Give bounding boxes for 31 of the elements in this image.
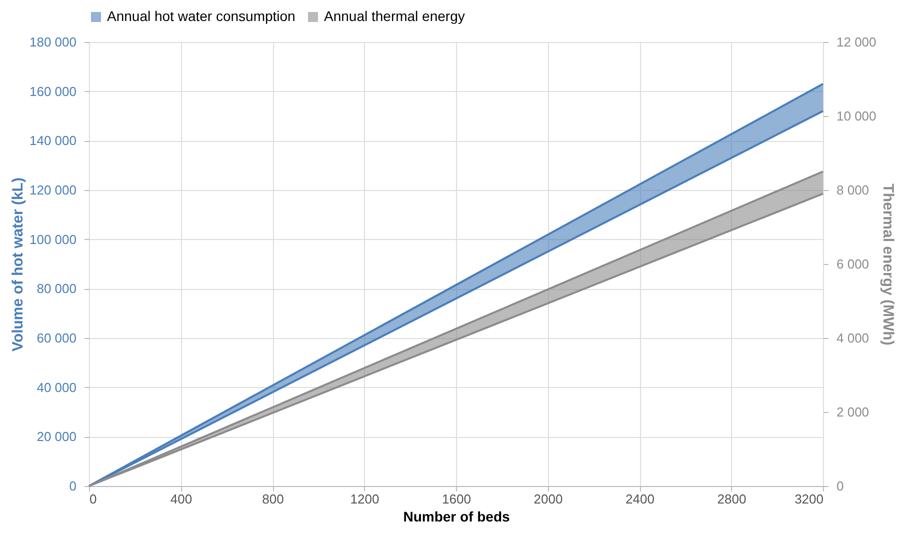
y-tick-label: 60 000	[36, 330, 76, 346]
y2-tick-label: 2 000	[836, 404, 870, 420]
x-tick-label: 800	[262, 492, 284, 506]
y2-tick-label: 12 000	[836, 34, 876, 50]
y2-tick-label: 4 000	[836, 330, 870, 346]
y2-axis-title: Thermal energy (MWh)	[879, 184, 896, 346]
y2-tick-label: 10 000	[836, 108, 876, 124]
y-tick-label: 120 000	[30, 182, 76, 198]
x-axis-title: Number of beds	[403, 508, 510, 524]
legend-label: Annual thermal energy	[324, 8, 465, 24]
x-tick-label: 400	[170, 492, 192, 506]
y-axis-title: Volume of hot water (kL)	[10, 178, 27, 352]
y-tick-label: 140 000	[30, 133, 76, 148]
x-tick-label: 2400	[626, 492, 654, 506]
y-tick-label: 20 000	[36, 429, 76, 444]
legend-label: Annual hot water consumption	[107, 8, 296, 24]
y-tick-label: 100 000	[30, 232, 76, 247]
x-tick-label: 2800	[717, 492, 746, 506]
y2-tick-label: 8 000	[836, 182, 870, 198]
y-tick-label: 160 000	[30, 84, 76, 99]
y2-tick-label: 6 000	[836, 256, 870, 272]
y-tick-label: 40 000	[36, 380, 76, 395]
x-tick-label: 1600	[442, 492, 471, 506]
x-tick-label: 1200	[350, 492, 380, 506]
y-tick-label: 0	[69, 478, 76, 494]
x-tick-label: 2000	[534, 492, 563, 506]
y2-tick-label: 0	[836, 478, 844, 494]
x-tick-label: 0	[90, 492, 97, 506]
y-tick-label: 180 000	[30, 34, 76, 50]
y-tick-label: 80 000	[36, 281, 76, 296]
x-tick-label: 3200	[794, 492, 824, 506]
